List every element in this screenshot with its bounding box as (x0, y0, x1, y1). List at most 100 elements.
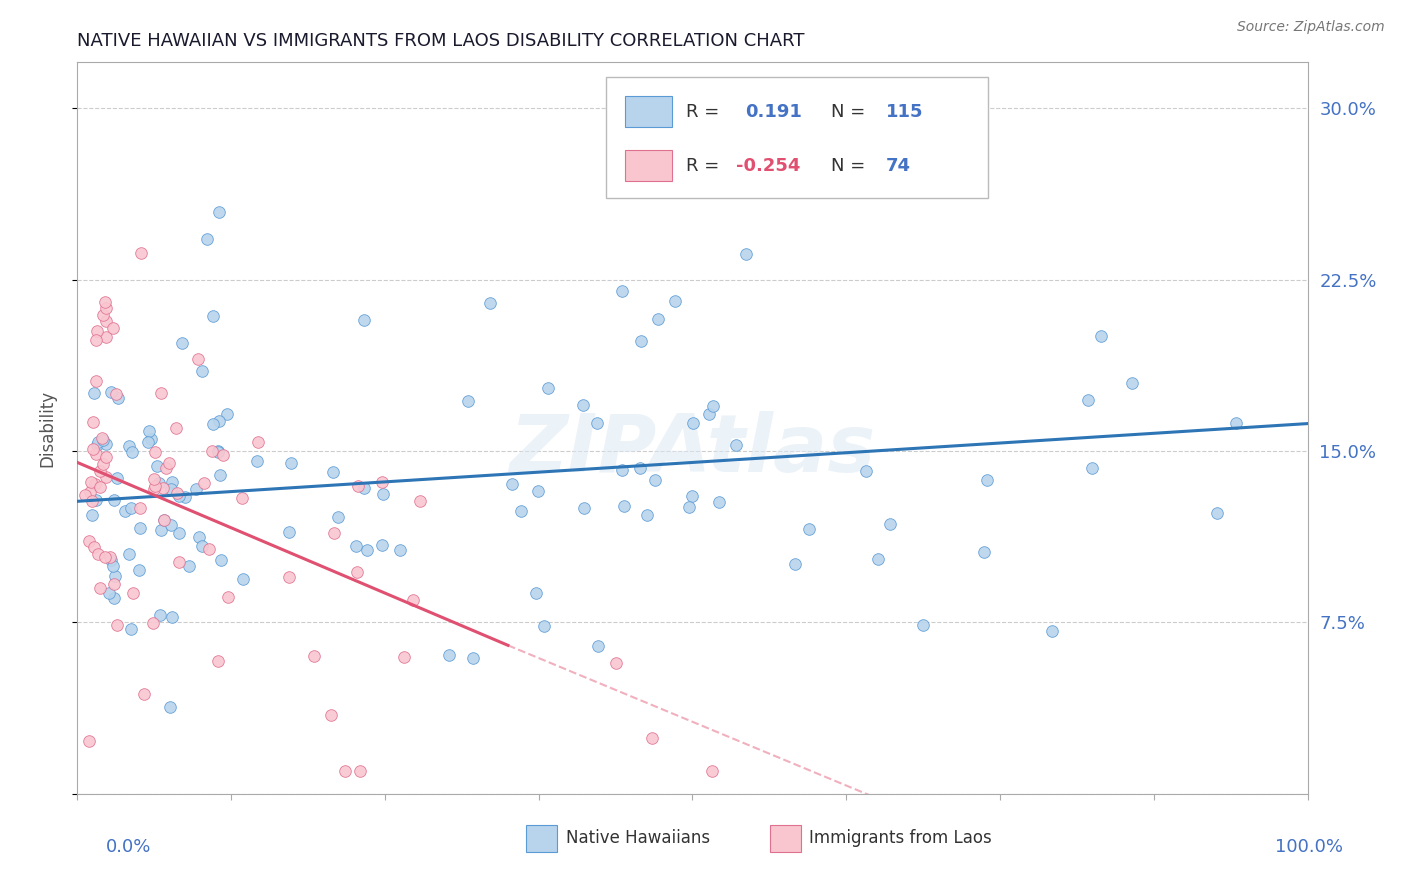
Point (586, 416, 609, 430)
Point (605, 656, 627, 670)
Point (94, 313, 117, 327)
Point (461, 651, 484, 665)
Bar (526, 824, 557, 853)
FancyBboxPatch shape (606, 77, 988, 198)
Point (75, 488, 97, 502)
Point (103, 320, 125, 334)
Point (160, 517, 183, 532)
Point (1081, 461, 1104, 475)
Point (628, 461, 651, 475)
Point (94, 437, 117, 451)
Point (478, 295, 501, 310)
Point (94, 301, 117, 315)
Point (162, 475, 184, 489)
Point (524, 586, 547, 600)
Point (231, 491, 253, 505)
Point (103, 577, 125, 591)
Point (120, 501, 142, 516)
Point (105, 471, 128, 485)
Point (1205, 506, 1227, 520)
Point (344, 539, 367, 553)
Text: R =: R = (686, 103, 720, 121)
Point (128, 563, 150, 577)
Point (84, 447, 107, 461)
Point (725, 438, 748, 452)
Point (682, 417, 704, 431)
Point (166, 486, 188, 500)
Point (636, 508, 658, 522)
Point (143, 482, 166, 496)
Point (142, 616, 165, 631)
Point (209, 467, 232, 482)
Point (94, 470, 117, 484)
Point (193, 475, 215, 490)
Point (437, 648, 460, 662)
Point (247, 435, 270, 450)
Point (136, 435, 159, 450)
Point (201, 444, 224, 458)
Point (159, 700, 181, 714)
Point (79, 485, 101, 500)
Point (707, 495, 730, 509)
Point (91, 308, 114, 322)
Point (114, 504, 136, 518)
Point (145, 458, 167, 473)
Point (82, 493, 104, 508)
Point (702, 399, 724, 413)
Point (101, 559, 124, 574)
Point (574, 500, 596, 515)
Point (87, 547, 110, 561)
Point (120, 622, 142, 636)
Point (84, 375, 107, 389)
Point (389, 542, 412, 557)
Text: Source: ZipAtlas.com: Source: ZipAtlas.com (1237, 20, 1385, 34)
Point (103, 591, 125, 605)
Point (104, 569, 127, 583)
Point (527, 483, 550, 498)
Point (697, 407, 720, 421)
Text: N =: N = (831, 103, 866, 121)
Point (143, 472, 166, 486)
Point (129, 246, 152, 260)
Point (217, 590, 239, 604)
Point (278, 525, 301, 540)
Point (1040, 624, 1063, 639)
Point (353, 481, 375, 495)
Point (86, 437, 108, 451)
Point (165, 421, 187, 435)
Point (105, 618, 128, 632)
Point (138, 424, 160, 438)
Point (855, 464, 877, 478)
Point (191, 539, 214, 553)
Point (174, 490, 197, 504)
Point (91, 457, 114, 471)
Point (89, 581, 111, 595)
Point (1077, 392, 1099, 407)
Point (150, 385, 173, 400)
Point (700, 764, 723, 778)
Bar (624, 150, 672, 181)
Point (132, 687, 155, 701)
Point (613, 500, 636, 514)
Text: NATIVE HAWAIIAN VS IMMIGRANTS FROM LAOS DISABILITY CORRELATION CHART: NATIVE HAWAIIAN VS IMMIGRANTS FROM LAOS … (77, 32, 804, 50)
Point (157, 456, 180, 470)
Point (647, 312, 669, 326)
Text: 0.0%: 0.0% (105, 838, 150, 856)
Point (409, 494, 432, 508)
Point (586, 639, 609, 653)
Point (84, 492, 107, 507)
Point (79, 475, 101, 489)
Bar (624, 96, 672, 128)
Point (155, 460, 177, 475)
Point (100, 553, 122, 567)
Point (533, 619, 555, 633)
Point (152, 481, 174, 495)
Point (346, 565, 368, 579)
Point (207, 655, 229, 669)
Point (87, 434, 110, 449)
Point (191, 363, 214, 377)
Point (201, 309, 224, 323)
Bar (770, 824, 801, 853)
Point (118, 547, 141, 561)
Point (105, 387, 128, 401)
